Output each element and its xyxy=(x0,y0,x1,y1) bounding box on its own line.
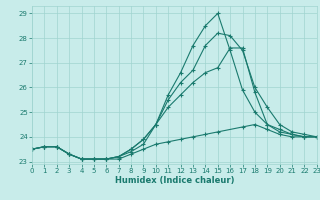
X-axis label: Humidex (Indice chaleur): Humidex (Indice chaleur) xyxy=(115,176,234,185)
